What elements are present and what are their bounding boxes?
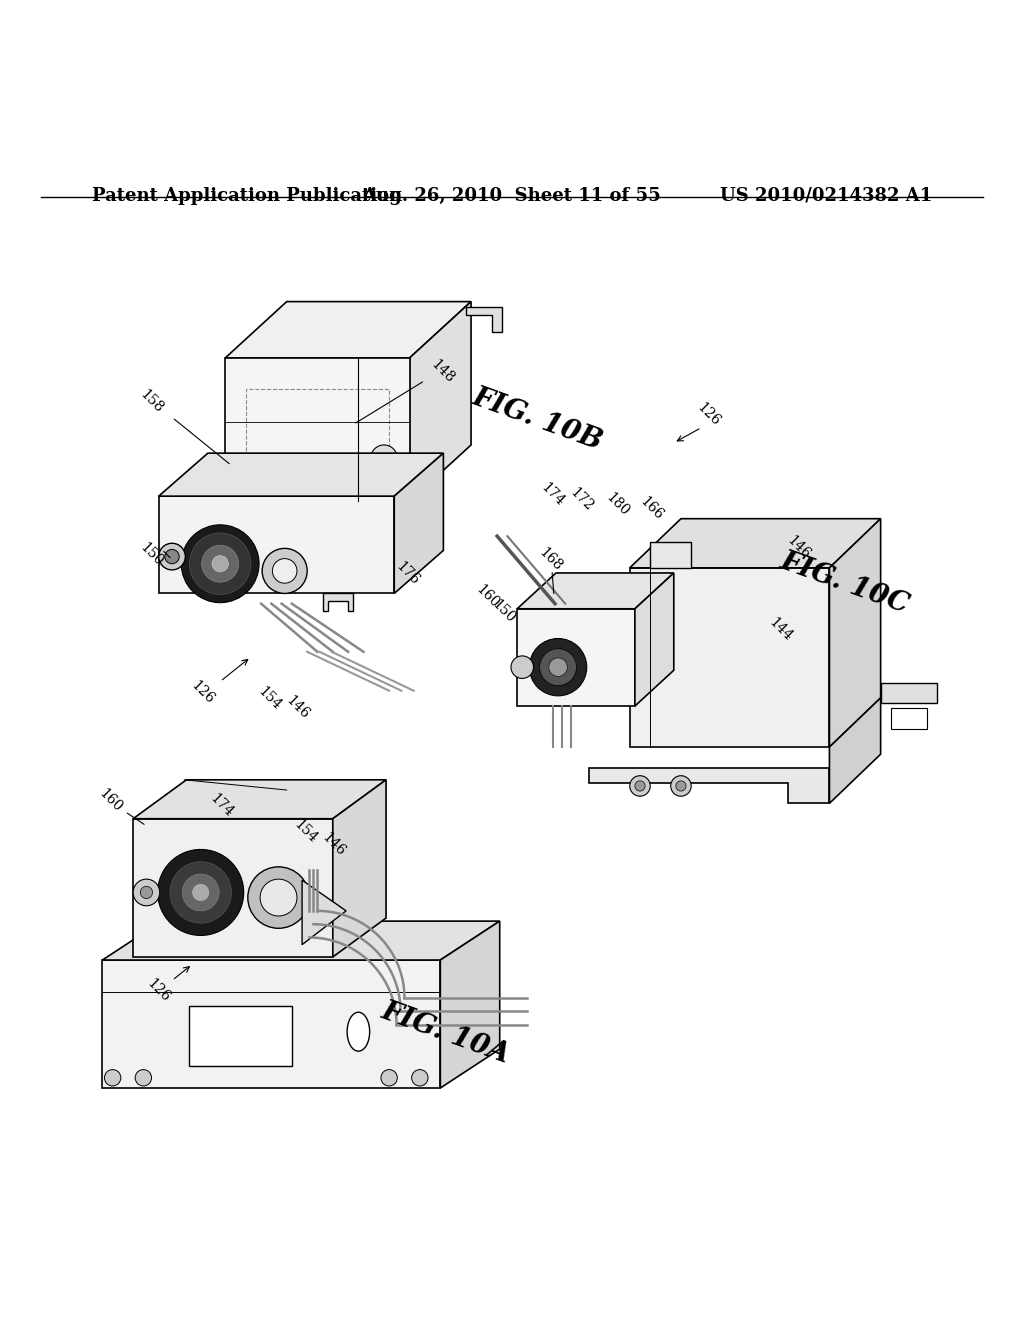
Text: 150: 150 xyxy=(137,540,166,569)
Circle shape xyxy=(381,1069,397,1086)
Text: 150: 150 xyxy=(489,598,518,626)
Circle shape xyxy=(158,850,244,936)
Polygon shape xyxy=(466,306,502,333)
Circle shape xyxy=(540,648,577,685)
Circle shape xyxy=(181,525,259,603)
Polygon shape xyxy=(829,519,881,747)
Text: 168: 168 xyxy=(537,545,565,574)
Polygon shape xyxy=(225,301,471,358)
Text: 126: 126 xyxy=(694,400,723,429)
Polygon shape xyxy=(159,496,394,594)
Circle shape xyxy=(182,874,219,911)
Text: FIG. 10C: FIG. 10C xyxy=(776,548,913,619)
Text: 154: 154 xyxy=(255,685,284,713)
Polygon shape xyxy=(102,921,500,960)
Circle shape xyxy=(511,656,534,678)
Polygon shape xyxy=(302,880,346,945)
Text: 172: 172 xyxy=(567,484,596,513)
Polygon shape xyxy=(189,1006,292,1065)
Polygon shape xyxy=(225,358,410,502)
Polygon shape xyxy=(394,453,443,594)
Polygon shape xyxy=(630,568,829,747)
Text: US 2010/0214382 A1: US 2010/0214382 A1 xyxy=(720,187,932,205)
Text: 146: 146 xyxy=(319,830,348,858)
Text: 160: 160 xyxy=(96,785,125,814)
Text: 126: 126 xyxy=(144,977,173,1005)
Text: 166: 166 xyxy=(637,494,666,523)
Polygon shape xyxy=(517,609,635,706)
Text: 174: 174 xyxy=(207,791,236,820)
Text: FIG. 10A: FIG. 10A xyxy=(378,997,513,1068)
Text: 154: 154 xyxy=(291,817,319,846)
Circle shape xyxy=(212,556,228,572)
Circle shape xyxy=(170,862,231,923)
Text: 144: 144 xyxy=(766,615,795,644)
Circle shape xyxy=(549,657,567,676)
Circle shape xyxy=(202,545,239,582)
Polygon shape xyxy=(440,921,500,1088)
Ellipse shape xyxy=(347,1012,370,1051)
Text: 146: 146 xyxy=(284,693,312,722)
Polygon shape xyxy=(630,519,881,568)
Polygon shape xyxy=(133,780,386,818)
Polygon shape xyxy=(333,780,386,957)
Polygon shape xyxy=(159,453,443,496)
Text: FIG. 10B: FIG. 10B xyxy=(469,383,606,455)
Text: 126: 126 xyxy=(188,678,217,708)
Circle shape xyxy=(260,879,297,916)
Circle shape xyxy=(104,1069,121,1086)
Polygon shape xyxy=(517,573,674,609)
Circle shape xyxy=(159,544,185,570)
Text: 174: 174 xyxy=(539,479,567,508)
Text: 180: 180 xyxy=(603,490,632,519)
Circle shape xyxy=(671,776,691,796)
Circle shape xyxy=(262,548,307,594)
Circle shape xyxy=(676,781,686,791)
Circle shape xyxy=(630,776,650,796)
Circle shape xyxy=(140,886,153,899)
Circle shape xyxy=(135,1069,152,1086)
Text: Patent Application Publication: Patent Application Publication xyxy=(92,187,402,205)
Circle shape xyxy=(412,1069,428,1086)
Circle shape xyxy=(272,558,297,583)
Polygon shape xyxy=(881,682,937,704)
Polygon shape xyxy=(589,767,829,804)
Circle shape xyxy=(189,533,251,594)
Text: 148: 148 xyxy=(428,356,457,385)
Circle shape xyxy=(635,781,645,791)
Circle shape xyxy=(248,867,309,928)
Polygon shape xyxy=(635,573,674,706)
Text: Aug. 26, 2010  Sheet 11 of 55: Aug. 26, 2010 Sheet 11 of 55 xyxy=(362,187,662,205)
Text: 158: 158 xyxy=(137,388,166,416)
Text: 146: 146 xyxy=(784,533,813,562)
Polygon shape xyxy=(323,594,353,611)
Polygon shape xyxy=(410,301,471,502)
Circle shape xyxy=(133,879,160,906)
Polygon shape xyxy=(891,708,927,729)
Circle shape xyxy=(165,549,179,564)
Circle shape xyxy=(529,639,587,696)
Circle shape xyxy=(371,445,397,471)
Polygon shape xyxy=(102,960,440,1088)
Circle shape xyxy=(193,884,209,900)
Polygon shape xyxy=(133,818,333,957)
Text: 160: 160 xyxy=(473,582,502,611)
Polygon shape xyxy=(650,543,691,568)
Text: 176: 176 xyxy=(393,560,422,589)
Polygon shape xyxy=(829,698,881,804)
